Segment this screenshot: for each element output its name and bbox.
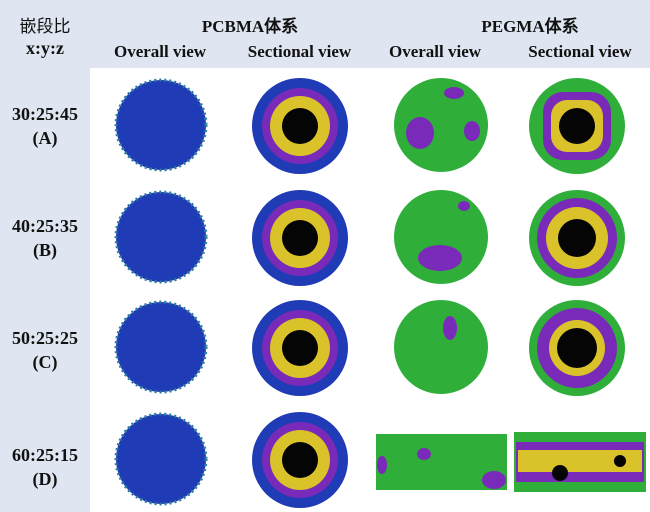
row-a-pegma-overall-image: [392, 76, 490, 174]
pcbma-system-heading: PCBMA体系: [201, 17, 299, 36]
row-b-pegma-overall-image: [392, 188, 490, 286]
row-a-pcbma-overall-image: [114, 78, 209, 173]
block-ratio-heading: 嵌段比: [19, 17, 71, 36]
row-d-pegma-overall-image: [374, 430, 509, 495]
pegma-overall-view-header: Overall view: [388, 42, 482, 61]
row-a-pcbma-sectional-image: [250, 76, 350, 176]
row-a-ratio: 30:25:45: [12, 104, 78, 124]
row-b-pegma-sectional-image: [527, 188, 627, 288]
row-d-pcbma-overall-image: [114, 412, 209, 507]
pegma-system-heading: PEGMA体系: [481, 17, 579, 36]
row-c-pegma-overall-image: [392, 298, 490, 396]
pegma-sectional-view-header: Sectional view: [528, 42, 632, 61]
row-d-letter: (D): [32, 469, 58, 489]
row-c-pcbma-sectional-image: [250, 298, 350, 398]
pcbma-sectional-view-header: Sectional view: [247, 42, 352, 61]
row-a-pegma-sectional-image: [527, 76, 627, 176]
header-band: [0, 0, 650, 68]
row-c-pegma-sectional-image: [527, 298, 627, 398]
row-d-label: 60:25:15 (D): [0, 443, 90, 491]
row-c-letter: (C): [32, 352, 58, 372]
row-b-letter: (B): [33, 240, 57, 260]
row-c-pcbma-overall-image: [114, 300, 209, 395]
row-d-pegma-sectional-image: [512, 428, 648, 496]
row-label-band: [0, 0, 90, 512]
row-a-letter: (A): [32, 128, 58, 148]
row-b-pcbma-overall-image: [114, 190, 209, 285]
row-a-label: 30:25:45 (A): [0, 102, 90, 150]
row-d-pcbma-sectional-image: [250, 410, 350, 510]
row-c-ratio: 50:25:25: [12, 328, 78, 348]
block-ratio-format: x:y:z: [26, 38, 64, 58]
row-d-ratio: 60:25:15: [12, 445, 78, 465]
row-b-pcbma-sectional-image: [250, 188, 350, 288]
row-b-label: 40:25:35 (B): [0, 214, 90, 262]
pcbma-overall-view-header: Overall view: [113, 42, 207, 61]
row-b-ratio: 40:25:35: [12, 216, 78, 236]
row-c-label: 50:25:25 (C): [0, 326, 90, 374]
